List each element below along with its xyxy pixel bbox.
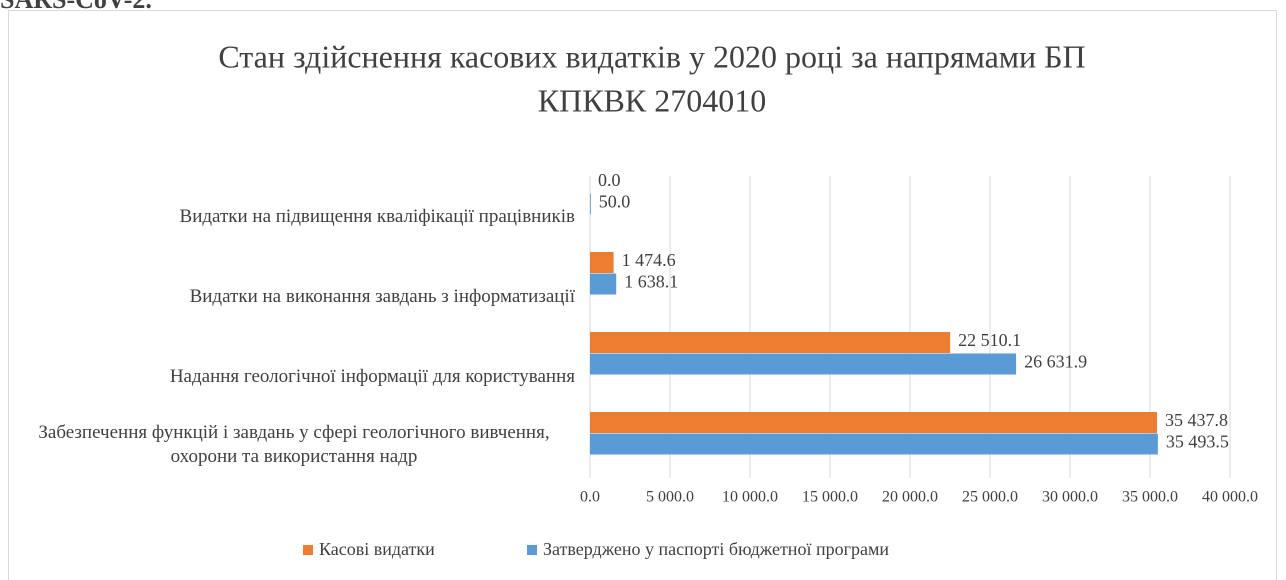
bar [590,193,591,215]
category-text: Видатки на підвищення кваліфікації праці… [179,206,575,227]
x-tick-label: 30 000.0 [1042,489,1098,506]
legend-swatch [527,545,537,555]
data-label: 1 474.6 [622,250,676,270]
x-tick-label: 40 000.0 [1202,489,1258,506]
chart-border [8,10,1277,580]
category-text: Видатки на виконання завдань з інформати… [189,286,575,307]
text-above: SARS-CoV-2. [0,0,152,14]
data-label: 22 510.1 [958,330,1021,350]
y-tick-label: Видатки на підвищення кваліфікації праці… [5,205,575,229]
chart-title: Стан здійснення касових видатків у 2020 … [218,38,1085,74]
category-text: Надання геологічної інформації для корис… [169,366,575,387]
bar [590,332,951,353]
data-label: 35 437.8 [1165,410,1228,430]
data-label: 35 493.5 [1166,432,1229,452]
data-label: 50.0 [599,192,631,212]
legend-label: Касові видатки [319,539,435,559]
x-tick-label: 0.0 [580,489,600,506]
x-tick-label: 15 000.0 [802,489,858,506]
bar [590,433,1158,455]
x-tick-label: 20 000.0 [882,489,938,506]
category-text: Забезпечення функцій і завдань у сфері г… [38,422,550,467]
bar [590,353,1017,375]
x-tick-label: 5 000.0 [646,489,694,506]
y-tick-label: Надання геологічної інформації для корис… [5,365,575,389]
legend-label: Затверджено у паспорті бюджетної програм… [543,539,889,559]
bar [590,412,1158,433]
bar [590,273,617,295]
data-label: 0.0 [598,170,621,190]
x-tick-label: 25 000.0 [962,489,1018,506]
bar [590,252,614,273]
x-tick-label: 10 000.0 [722,489,778,506]
chart-title: КПКВК 2704010 [538,82,766,118]
data-label: 1 638.1 [624,272,678,292]
data-label: 26 631.9 [1024,352,1087,372]
y-tick-label: Видатки на виконання завдань з інформати… [5,285,575,309]
y-tick-label: Забезпечення функцій і завдань у сфері г… [5,421,575,469]
x-tick-label: 35 000.0 [1122,489,1178,506]
legend-swatch [303,545,313,555]
